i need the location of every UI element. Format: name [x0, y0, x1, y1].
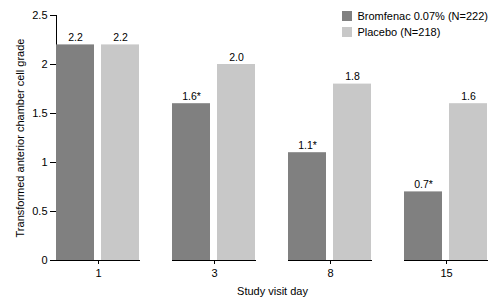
svg-text:2.0: 2.0 [229, 51, 244, 63]
svg-text:1.6: 1.6 [461, 90, 476, 102]
svg-text:1.8: 1.8 [345, 70, 360, 82]
svg-text:8: 8 [327, 267, 333, 279]
svg-text:2.5: 2.5 [32, 9, 47, 21]
svg-text:Study visit day: Study visit day [237, 285, 308, 297]
svg-text:0: 0 [41, 254, 47, 266]
svg-text:1.6*: 1.6* [182, 90, 201, 102]
svg-text:0.7*: 0.7* [414, 178, 433, 190]
svg-text:2.2: 2.2 [113, 31, 128, 43]
svg-text:3: 3 [211, 267, 217, 279]
html-text:Bromfenac 0.07% (N=222): Bromfenac 0.07% (N=222) [357, 10, 488, 22]
html-text:Placebo (N=218): Placebo (N=218) [357, 26, 441, 38]
svg-text:0.5: 0.5 [32, 205, 47, 217]
svg-text:2: 2 [41, 58, 47, 70]
svg-text:1: 1 [95, 267, 101, 279]
svg-text:Transformed anterior chamber c: Transformed anterior chamber cell grade [14, 39, 26, 238]
svg-text:1.1*: 1.1* [298, 139, 317, 151]
svg-text:15: 15 [440, 267, 452, 279]
svg-text:1: 1 [41, 156, 47, 168]
svg-text:2.2: 2.2 [68, 31, 83, 43]
svg-text:1.5: 1.5 [32, 107, 47, 119]
